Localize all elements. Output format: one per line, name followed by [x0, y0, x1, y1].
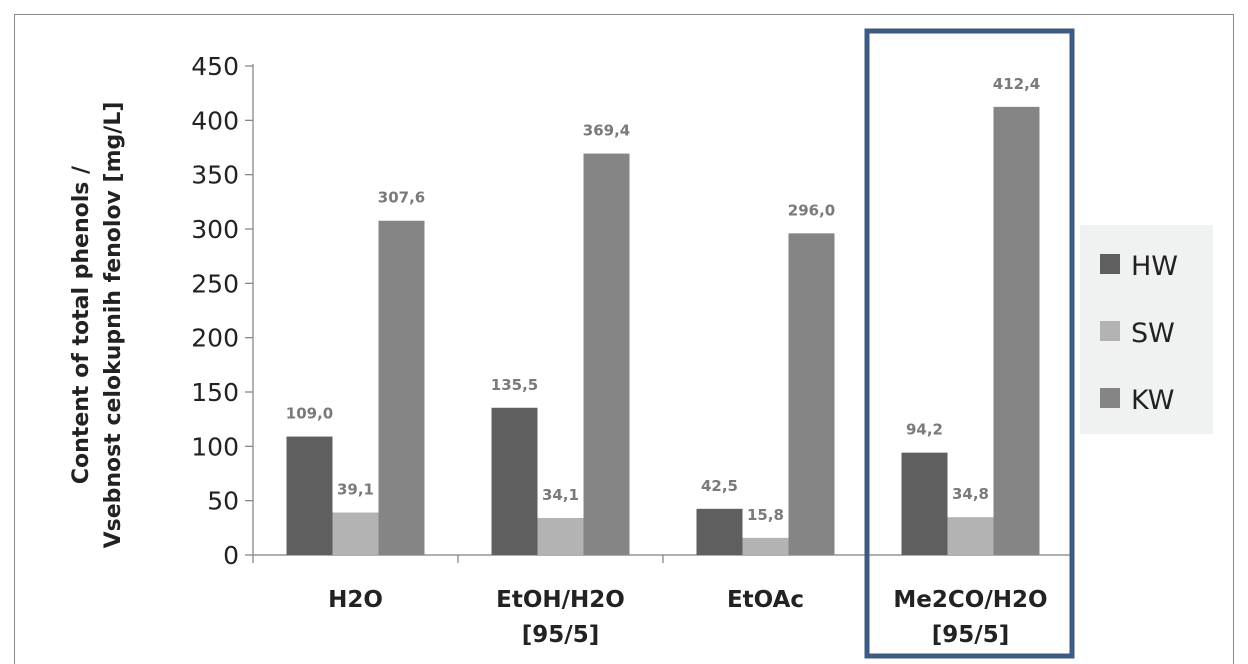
x-category-label: EtOH/H2O	[496, 587, 625, 613]
data-label: 296,0	[788, 201, 835, 219]
bar-sw	[332, 512, 379, 555]
data-label: 34,1	[542, 486, 579, 504]
x-category-label: [95/5]	[522, 622, 599, 648]
bar-hw	[491, 407, 538, 555]
y-tick-label: 350	[191, 161, 239, 190]
x-category-label: Me2CO/H2O	[893, 587, 1047, 613]
data-label: 412,4	[993, 75, 1040, 93]
bar-hw	[696, 508, 743, 555]
bar-kw	[788, 233, 835, 555]
data-label: 34,8	[952, 485, 989, 503]
y-axis-title: Vsebnost celokupnih fenolov [mg/L]	[101, 102, 126, 549]
data-label: 109,0	[286, 405, 333, 423]
y-tick-label: 250	[191, 269, 239, 298]
y-tick-label: 150	[191, 378, 239, 407]
data-label: 135,5	[491, 376, 538, 394]
legend-label-sw: SW	[1131, 318, 1175, 349]
data-label: 369,4	[583, 122, 630, 140]
y-tick-label: 400	[191, 106, 239, 135]
data-label: 42,5	[701, 477, 738, 495]
x-category-label: EtOAc	[727, 587, 804, 613]
y-tick-label: 450	[191, 52, 239, 81]
legend-label-kw: KW	[1131, 385, 1174, 416]
legend-swatch-hw	[1100, 254, 1120, 274]
x-category-label: [95/5]	[932, 622, 1009, 648]
y-tick-label: 100	[191, 432, 239, 461]
bar-hw	[901, 452, 948, 555]
data-label: 39,1	[337, 481, 374, 499]
bar-sw	[742, 537, 789, 555]
legend-swatch-kw	[1100, 388, 1120, 408]
x-category-label: H2O	[328, 587, 383, 613]
highlight-box	[864, 28, 1075, 659]
bar-hw	[286, 436, 333, 555]
y-axis-title: Content of total phenols /	[69, 165, 94, 484]
bar-kw	[583, 153, 630, 555]
bar-kw	[378, 220, 425, 555]
y-tick-label: 50	[207, 487, 239, 516]
data-label: 15,8	[747, 506, 784, 524]
data-label: 94,2	[906, 421, 943, 439]
legend-swatch-sw	[1100, 321, 1120, 341]
legend-label-hw: HW	[1131, 251, 1178, 282]
y-tick-label: 0	[223, 541, 239, 570]
bar-sw	[537, 517, 584, 555]
data-label: 307,6	[378, 189, 425, 207]
y-tick-label: 300	[191, 215, 239, 244]
bar-sw	[947, 517, 994, 555]
y-tick-label: 200	[191, 324, 239, 353]
bar-kw	[993, 106, 1040, 555]
